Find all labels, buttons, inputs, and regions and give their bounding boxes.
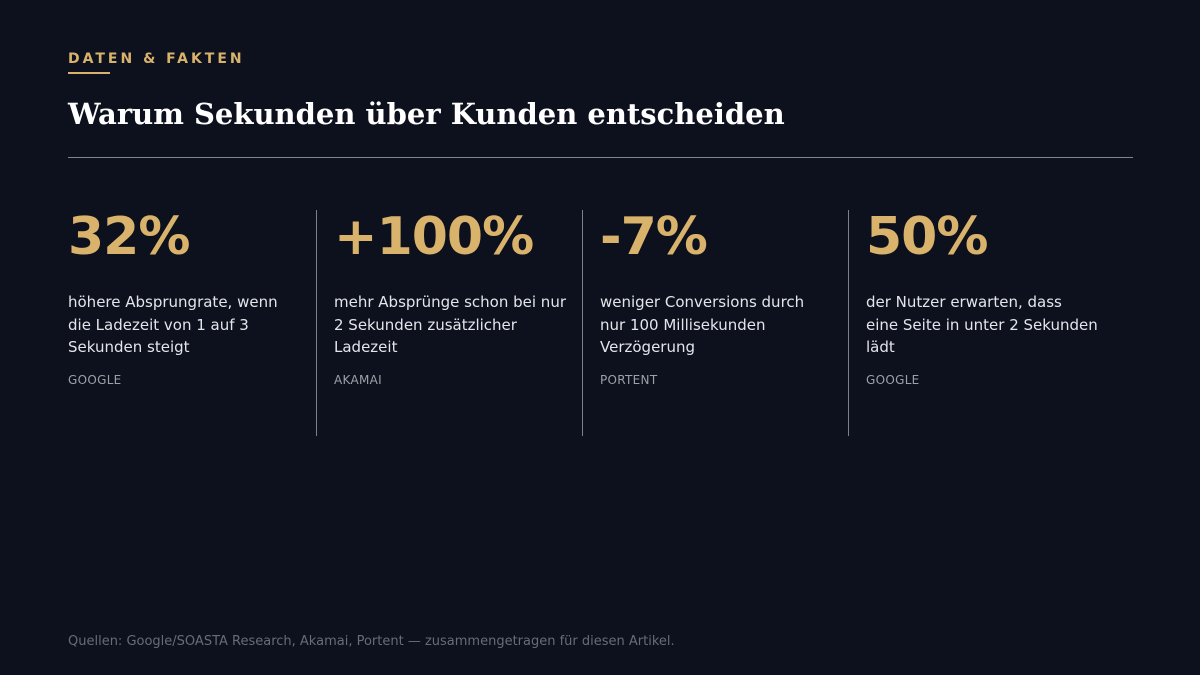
- stat-card-user-expectation: 50% der Nutzer erwarten, dass eine Seite…: [848, 210, 1134, 436]
- stat-card-content: -7% weniger Conversions durch nur 100 Mi…: [583, 211, 831, 388]
- stat-value: -7%: [600, 207, 708, 267]
- stat-description: weniger Conversions durch nur 100 Millis…: [600, 293, 805, 356]
- stat-description: der Nutzer erwarten, dass eine Seite in …: [866, 293, 1098, 356]
- eyebrow-underline: [68, 72, 110, 74]
- stat-card-content: 32% höhere Absprungrate, wenn die Ladeze…: [68, 211, 298, 388]
- stat-source: AKAMAI: [334, 373, 382, 387]
- header-divider: [68, 157, 1133, 158]
- stat-card-content: 50% der Nutzer erwarten, dass eine Seite…: [849, 211, 1134, 388]
- stat-description: höhere Absprungrate, wenn die Ladezeit v…: [68, 293, 278, 356]
- stat-value: 32%: [68, 207, 190, 267]
- stat-source: PORTENT: [600, 373, 658, 387]
- stat-card-more-bounces: +100% mehr Absprünge schon bei nur 2 Sek…: [316, 207, 566, 436]
- stats-row: 32% höhere Absprungrate, wenn die Ladeze…: [68, 210, 1133, 436]
- stat-source: GOOGLE: [68, 373, 122, 387]
- stat-card-content: +100% mehr Absprünge schon bei nur 2 Sek…: [317, 207, 566, 388]
- stat-value: +100%: [334, 207, 534, 267]
- stat-description: mehr Absprünge schon bei nur 2 Sekunden …: [334, 293, 566, 356]
- section-eyebrow: DATEN & FAKTEN: [68, 51, 245, 67]
- stat-card-conversions: -7% weniger Conversions durch nur 100 Mi…: [582, 210, 831, 436]
- stat-value: 50%: [866, 207, 988, 267]
- stat-source: GOOGLE: [866, 373, 920, 387]
- page-title: Warum Sekunden über Kunden entscheiden: [68, 97, 785, 131]
- stat-card-bounce-rate: 32% höhere Absprungrate, wenn die Ladeze…: [68, 210, 298, 436]
- sources-footnote: Quellen: Google/SOASTA Research, Akamai,…: [68, 634, 675, 649]
